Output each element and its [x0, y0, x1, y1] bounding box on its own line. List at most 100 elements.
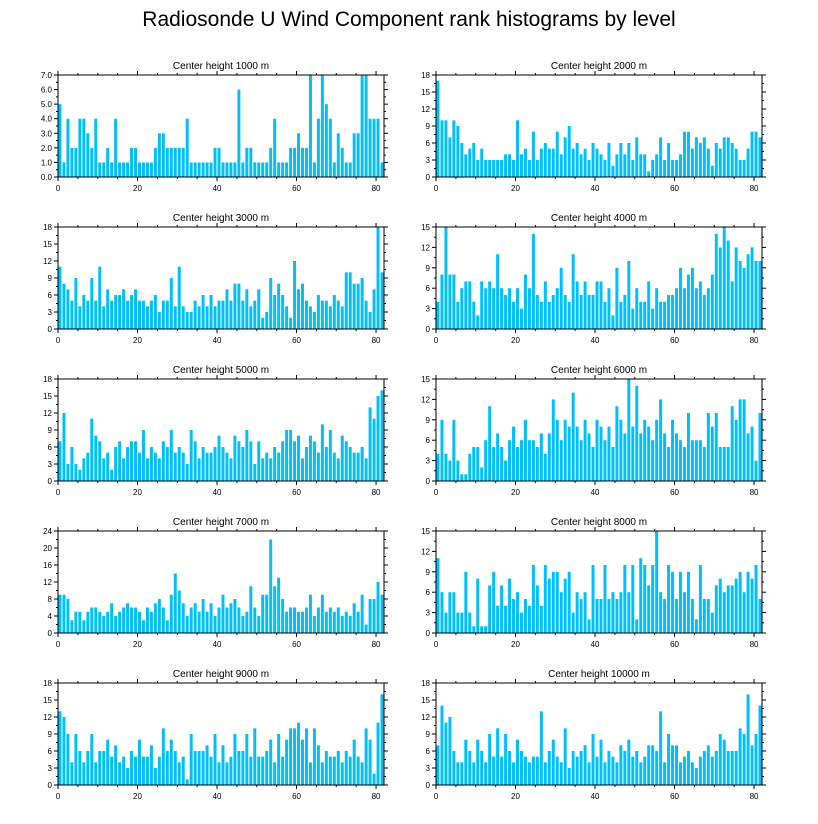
histogram-bar — [102, 162, 106, 177]
histogram-bar — [245, 611, 249, 633]
histogram-bar — [718, 247, 722, 329]
histogram-bar — [706, 413, 710, 481]
histogram-bar — [221, 162, 225, 177]
histogram-bar — [686, 131, 690, 177]
histogram-bar — [480, 148, 484, 177]
histogram-bar — [241, 300, 245, 329]
histogram-bar — [575, 281, 579, 329]
histogram-bar — [141, 756, 145, 785]
histogram-bar — [364, 300, 368, 329]
histogram-bar — [539, 711, 543, 785]
histogram-bar — [698, 281, 702, 329]
histogram-bar — [340, 435, 344, 481]
histogram-bar — [484, 626, 488, 633]
histogram-bar — [571, 148, 575, 177]
histogram-bar — [145, 458, 149, 481]
y-tick-label: 15 — [43, 696, 52, 705]
histogram-bar — [607, 426, 611, 481]
histogram-bar — [316, 452, 320, 481]
histogram-bar — [233, 599, 237, 633]
histogram-bar — [448, 717, 452, 785]
histogram-bar — [209, 756, 213, 785]
histogram-bar — [750, 578, 754, 633]
histogram-bar — [476, 739, 480, 785]
histogram-bar — [372, 118, 376, 177]
x-tick-label: 80 — [372, 184, 381, 193]
histogram-bar — [508, 154, 512, 177]
histogram-bar — [714, 233, 718, 329]
histogram-bar — [559, 592, 563, 633]
histogram-bar — [710, 756, 714, 785]
histogram-bar — [595, 148, 599, 177]
histogram-bar — [758, 705, 762, 785]
histogram-bar — [66, 289, 70, 329]
histogram-bar — [742, 592, 746, 633]
y-tick-label: 6 — [48, 443, 53, 452]
histogram-bar — [639, 762, 643, 785]
histogram-bar — [209, 295, 213, 329]
histogram-bar — [679, 440, 682, 481]
histogram-bar — [675, 745, 679, 785]
histogram-bar — [66, 464, 70, 481]
histogram-bar — [173, 751, 177, 785]
y-tick-label: 3 — [426, 457, 431, 466]
histogram-bar — [82, 458, 86, 481]
panel-title: Center height 6000 m — [551, 365, 647, 376]
histogram-bar — [273, 447, 277, 481]
histogram-bar — [444, 120, 448, 177]
histogram-bar — [380, 694, 384, 785]
histogram-bar — [675, 160, 679, 177]
histogram-bar — [233, 734, 237, 785]
histogram-bar — [734, 578, 738, 633]
histogram-bar — [679, 571, 682, 633]
panel-title: Center height 1000 m — [173, 61, 269, 72]
histogram-bar — [623, 154, 627, 177]
histogram-bar — [500, 447, 504, 481]
histogram-bar — [181, 147, 185, 177]
histogram-bar — [726, 447, 730, 481]
histogram-bar — [304, 447, 308, 481]
histogram-bar — [500, 160, 504, 177]
histogram-bar — [82, 295, 86, 329]
histogram-bar — [328, 607, 332, 633]
histogram-bar — [241, 751, 245, 785]
x-tick-label: 20 — [511, 792, 520, 801]
histogram-bar — [512, 160, 516, 177]
histogram-bar — [563, 728, 567, 785]
histogram-bar — [293, 441, 297, 481]
histogram-bar — [293, 728, 297, 785]
histogram-bar — [679, 762, 682, 785]
histogram-bar — [70, 447, 74, 481]
histogram-bar — [492, 571, 496, 633]
histogram-bar — [114, 118, 118, 177]
histogram-bar — [145, 162, 149, 177]
histogram-bar — [436, 453, 440, 481]
histogram-bar — [348, 756, 352, 785]
histogram-bar — [225, 162, 229, 177]
histogram-bar — [316, 745, 320, 785]
x-tick-label: 60 — [670, 488, 679, 497]
histogram-bar — [615, 406, 619, 481]
histogram-bar — [90, 418, 94, 481]
histogram-bar — [579, 751, 583, 785]
histogram-bar — [169, 147, 173, 177]
histogram-bar — [667, 447, 671, 481]
histogram-bar — [102, 751, 106, 785]
histogram-bar — [607, 751, 611, 785]
histogram-bar — [623, 295, 627, 329]
y-tick-label: 12 — [43, 409, 52, 418]
y-tick-label: 0 — [48, 477, 53, 486]
histogram-bar — [643, 301, 647, 329]
histogram-bar — [78, 469, 82, 481]
x-tick-label: 40 — [213, 184, 222, 193]
histogram-bar — [480, 751, 484, 785]
histogram-bar — [122, 162, 126, 177]
histogram-bar — [360, 447, 364, 481]
histogram-bar — [686, 751, 690, 785]
histogram-bar — [281, 162, 285, 177]
histogram-bar — [682, 592, 686, 633]
histogram-bar — [730, 406, 734, 481]
histogram-bar — [690, 440, 694, 481]
histogram-bar — [153, 295, 157, 329]
x-tick-label: 0 — [434, 792, 439, 801]
